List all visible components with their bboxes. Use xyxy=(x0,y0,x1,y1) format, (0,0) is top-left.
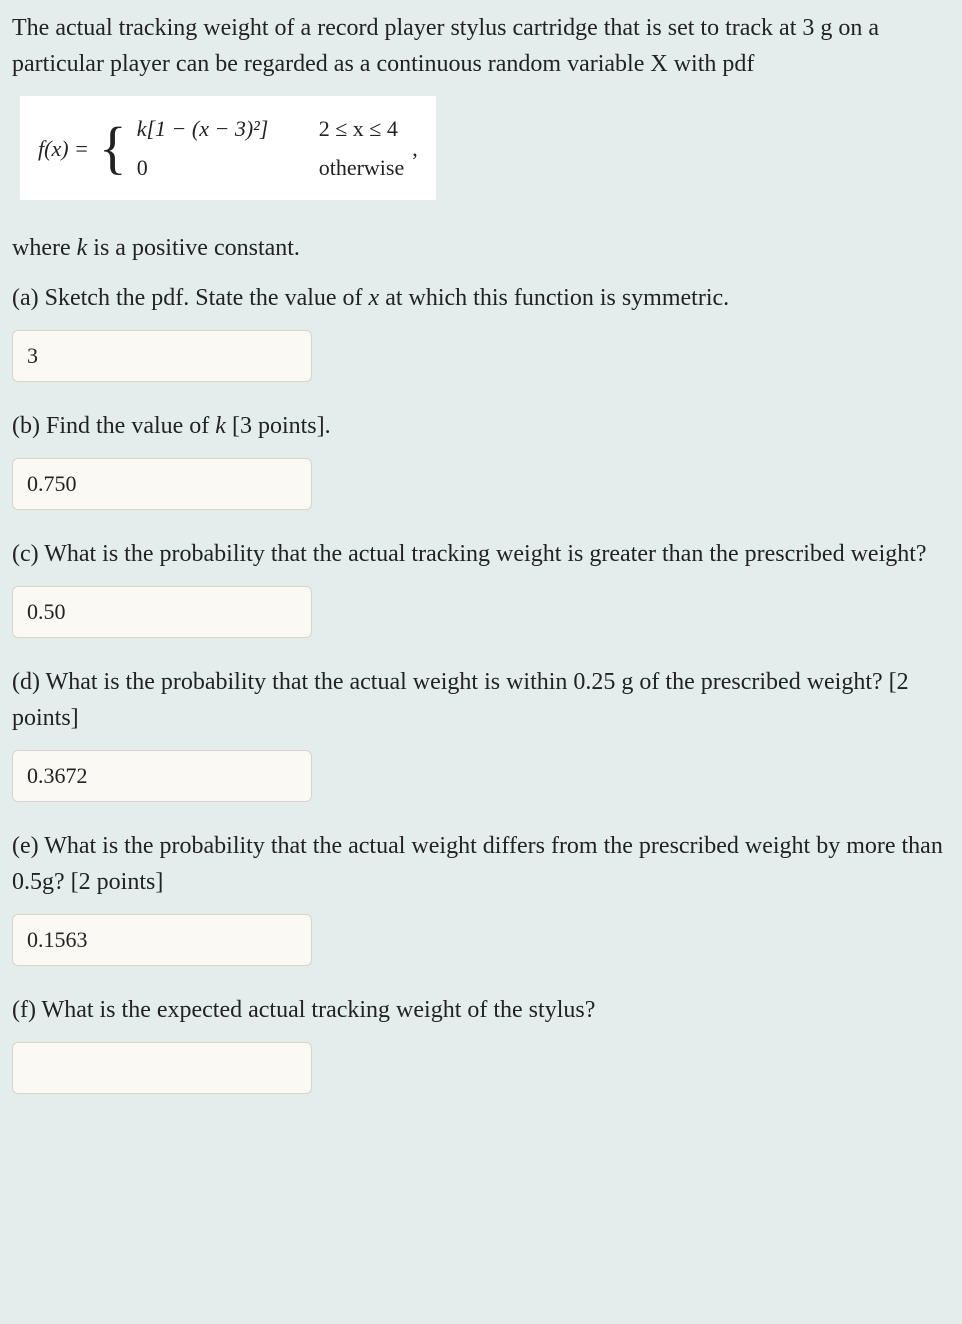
part-c-prompt: (c) What is the probability that the act… xyxy=(12,536,950,572)
case2-condition: otherwise xyxy=(319,151,405,184)
part-d-prompt: (d) What is the probability that the act… xyxy=(12,664,950,736)
pdf-formula: f(x) = { k[1 − (x − 3)²] 2 ≤ x ≤ 4 0 oth… xyxy=(20,96,436,200)
part-c-input[interactable] xyxy=(12,586,312,638)
part-a-prompt: (a) Sketch the pdf. State the value of x… xyxy=(12,280,950,316)
part-b-prompt: (b) Find the value of k [3 points]. xyxy=(12,408,950,444)
part-b-input[interactable] xyxy=(12,458,312,510)
part-d-input[interactable] xyxy=(12,750,312,802)
where-clause: where k is a positive constant. xyxy=(12,230,950,266)
part-f-prompt: (f) What is the expected actual tracking… xyxy=(12,992,950,1028)
part-a-input[interactable] xyxy=(12,330,312,382)
formula-trailing: , xyxy=(412,132,418,165)
case1-expression: k[1 − (x − 3)²] xyxy=(137,112,297,145)
brace-icon: { xyxy=(99,125,127,171)
part-f-input[interactable] xyxy=(12,1042,312,1094)
problem-intro: The actual tracking weight of a record p… xyxy=(12,10,950,82)
part-e-input[interactable] xyxy=(12,914,312,966)
formula-lhs: f(x) = xyxy=(38,132,89,165)
case1-condition: 2 ≤ x ≤ 4 xyxy=(319,112,398,145)
part-e-prompt: (e) What is the probability that the act… xyxy=(12,828,950,900)
case2-expression: 0 xyxy=(137,151,297,184)
